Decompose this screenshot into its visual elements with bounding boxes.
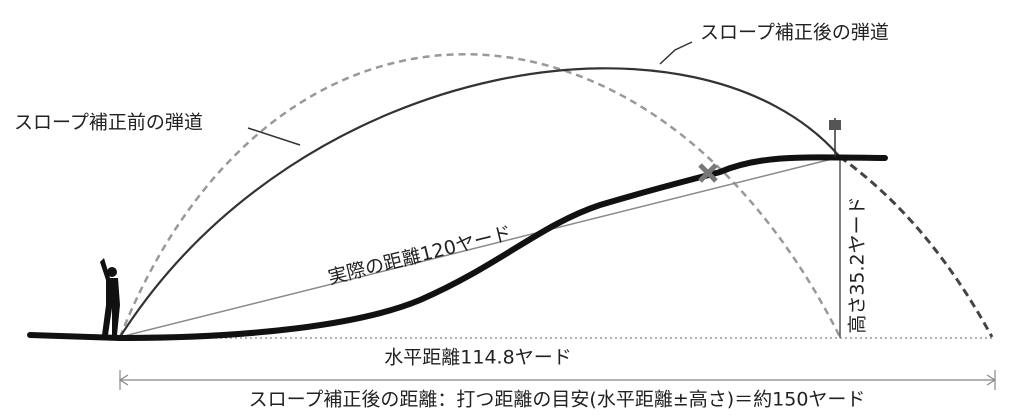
- before-label: スロープ補正前の弾道: [14, 112, 203, 134]
- flag: [829, 120, 841, 130]
- horizontal-label: 水平距離114.8ヤード: [384, 347, 571, 369]
- height-label: 高さ35.2ヤード: [847, 196, 869, 333]
- actual-distance-line: [119, 156, 841, 338]
- after-label: スロープ補正後の弾道: [700, 22, 889, 44]
- before-trajectory: [118, 53, 842, 338]
- continuation-trajectory: [839, 155, 994, 338]
- landing-mark: [698, 163, 718, 183]
- after-trajectory: [119, 67, 841, 338]
- golfer: [100, 258, 120, 335]
- corrected-label: スロープ補正後の距離：打つ距離の目安(水平距離±高さ)＝約150ヤード: [249, 389, 866, 411]
- ground: [27, 154, 888, 342]
- leader: [659, 41, 693, 65]
- actual-distance-label: 実際の距離120ヤード: [326, 222, 514, 289]
- leader: [247, 127, 301, 146]
- dimension-arrows: [118, 374, 997, 386]
